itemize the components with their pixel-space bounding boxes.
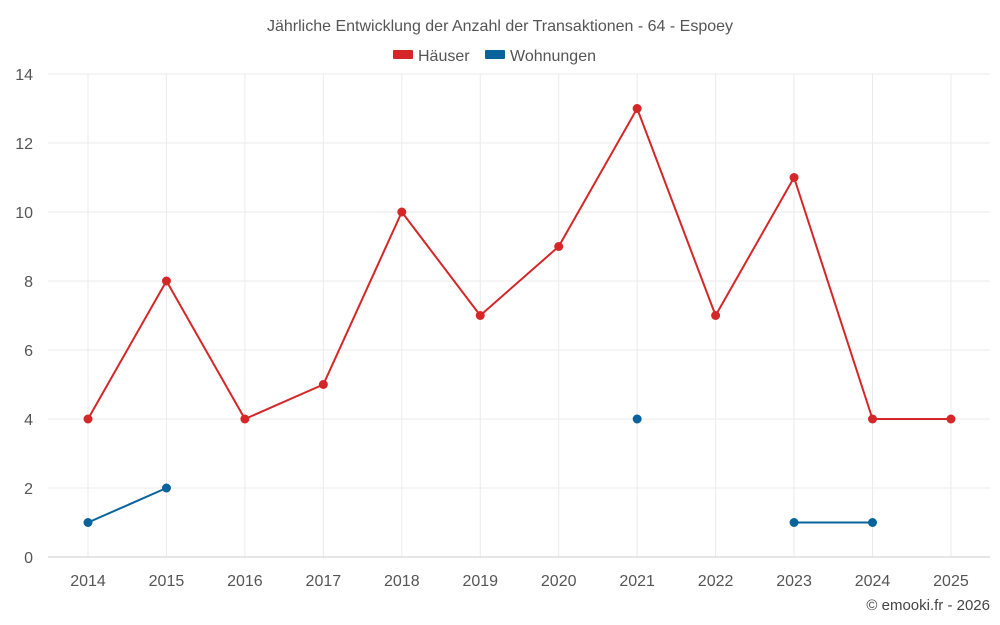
data-point-haeuser[interactable] [475, 311, 485, 320]
series-wohnungen [83, 414, 877, 527]
legend-label-haeuser: Häuser [418, 48, 470, 65]
data-point-wohnungen[interactable] [83, 518, 93, 527]
x-tick-label: 2023 [776, 573, 812, 590]
y-tick-label: 14 [15, 67, 33, 84]
legend: Häuser Wohnungen [393, 48, 596, 65]
x-gridlines [87, 74, 952, 557]
data-point-haeuser[interactable] [946, 414, 956, 424]
x-tick-label: 2022 [698, 573, 734, 590]
data-point-haeuser[interactable] [554, 242, 564, 251]
y-tick-label: 6 [24, 343, 33, 360]
data-point-wohnungen[interactable] [789, 518, 799, 527]
x-tick-label: 2018 [384, 573, 420, 590]
y-tick-label: 2 [24, 481, 33, 498]
chart-title: Jährliche Entwicklung der Anzahl der Tra… [267, 18, 733, 35]
data-point-haeuser[interactable] [397, 207, 407, 217]
series-line-wohnungen [87, 487, 167, 524]
legend-label-wohnungen: Wohnungen [510, 48, 596, 65]
legend-item-haeuser[interactable]: Häuser [393, 48, 470, 65]
x-tick-label: 2024 [855, 573, 891, 590]
x-tick-label: 2021 [619, 573, 655, 590]
x-tick-label: 2019 [462, 573, 498, 590]
data-point-haeuser[interactable] [632, 104, 642, 113]
x-tick-label: 2015 [149, 573, 185, 590]
x-tick-label: 2025 [933, 573, 969, 590]
series-layer [83, 104, 956, 527]
legend-swatch-haeuser [393, 50, 413, 59]
x-tick-label: 2020 [541, 573, 577, 590]
y-tick-label: 4 [24, 412, 33, 429]
legend-swatch-wohnungen [485, 50, 505, 59]
x-tick-label: 2017 [306, 573, 342, 590]
data-point-wohnungen[interactable] [868, 518, 877, 527]
data-point-haeuser[interactable] [161, 276, 171, 286]
data-point-wohnungen[interactable] [632, 414, 642, 424]
data-point-wohnungen[interactable] [161, 483, 171, 493]
data-point-haeuser[interactable] [789, 173, 799, 182]
y-tick-label: 12 [15, 136, 33, 153]
x-tick-label: 2016 [227, 573, 263, 590]
data-point-haeuser[interactable] [318, 380, 328, 389]
y-tick-label: 8 [24, 274, 33, 291]
x-axis-ticks: 2014 2015 2016 2017 2018 2019 2020 2021 2022 2023… [70, 573, 969, 590]
series-line-haeuser [87, 107, 951, 420]
series-haeuser [83, 104, 956, 424]
y-tick-label: 10 [15, 205, 33, 222]
x-tick-label: 2014 [70, 573, 106, 590]
y-tick-label: 0 [24, 550, 33, 567]
data-point-haeuser[interactable] [240, 414, 250, 424]
data-point-haeuser[interactable] [868, 414, 877, 424]
legend-item-wohnungen[interactable]: Wohnungen [485, 48, 596, 65]
data-point-haeuser[interactable] [711, 311, 721, 320]
y-axis-ticks: 0 2 4 6 8 10 12 14 [15, 67, 33, 567]
data-point-haeuser[interactable] [83, 414, 93, 424]
credit-text: © emooki.fr - 2026 [866, 597, 990, 614]
